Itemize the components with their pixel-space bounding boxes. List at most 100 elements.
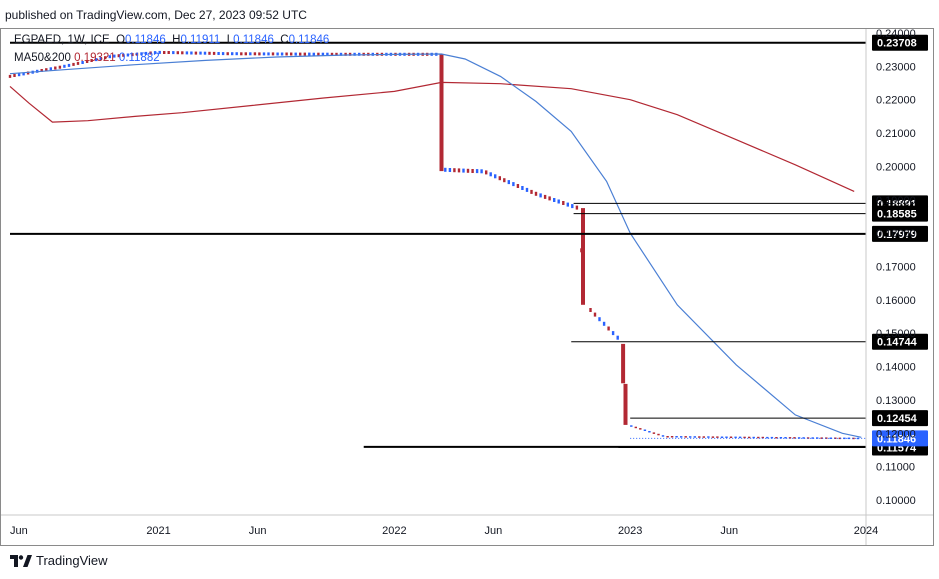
candle	[8, 74, 12, 78]
candle	[521, 186, 524, 190]
candle	[235, 52, 238, 56]
candle	[811, 437, 814, 439]
candle	[770, 436, 774, 439]
candle	[525, 187, 529, 192]
chart-frame	[0, 28, 934, 546]
close-label: C	[280, 34, 289, 46]
y-tick-label: 0.22000	[876, 95, 916, 107]
candle	[81, 61, 84, 64]
candle	[276, 52, 279, 56]
last-price-label: 0.11846	[877, 433, 916, 445]
y-tick-label: 0.12000	[876, 428, 916, 440]
candle	[158, 50, 161, 54]
candle	[294, 52, 297, 56]
candle	[317, 52, 320, 56]
candle	[212, 51, 216, 55]
candle	[843, 437, 846, 440]
candle	[353, 52, 356, 56]
symbol-legend[interactable]: EGPAED, 1W, ICE O0.11846 H0.11911 L0.118…	[14, 34, 329, 46]
ma-legend[interactable]: MA50&200 0.19321 0.11882	[14, 52, 160, 64]
symbol-label: EGPAED, 1W, ICE	[14, 34, 110, 46]
candle	[108, 55, 111, 59]
y-tick-label: 0.21000	[876, 128, 916, 140]
candle	[172, 51, 175, 55]
candle	[689, 436, 692, 438]
candle	[648, 431, 651, 433]
candle	[598, 317, 601, 322]
candle	[684, 436, 687, 438]
candle	[153, 51, 157, 55]
candle	[838, 437, 842, 440]
candle	[348, 52, 352, 56]
candle	[321, 52, 325, 56]
candle	[494, 174, 497, 179]
candle	[711, 436, 715, 438]
candle	[725, 436, 728, 438]
candle	[503, 178, 506, 183]
candle	[308, 52, 311, 56]
candle	[562, 201, 565, 205]
level-label: 0.17979	[877, 229, 917, 241]
candle	[475, 169, 479, 174]
candle	[761, 436, 764, 439]
candle	[267, 52, 270, 56]
candle	[512, 182, 515, 187]
candle	[290, 52, 293, 56]
high-label: H	[172, 34, 181, 46]
candle	[122, 53, 125, 57]
candle	[312, 52, 315, 56]
candle	[593, 312, 597, 317]
candle	[262, 52, 266, 56]
y-tick-label: 0.23000	[876, 61, 916, 73]
candle	[557, 199, 560, 204]
candle	[185, 51, 189, 55]
candle	[589, 308, 592, 312]
y-tick-label: 0.14000	[876, 362, 916, 374]
candle	[72, 62, 75, 66]
candle	[743, 436, 746, 439]
candle	[829, 437, 832, 439]
candle	[793, 437, 796, 439]
candle	[462, 168, 465, 173]
candle	[489, 172, 492, 177]
level-label: 0.23708	[877, 38, 917, 50]
candle	[748, 436, 751, 439]
candle	[757, 436, 760, 439]
y-tick-label: 0.11000	[876, 462, 915, 474]
ma50-line	[9, 53, 862, 438]
candle	[163, 51, 166, 54]
x-tick-label: 2023	[618, 525, 642, 537]
brand-footer[interactable]: TradingView	[10, 553, 108, 568]
level-label: 0.14744	[877, 337, 918, 349]
horizontal-levels: 0.237080.188910.185850.179790.147440.124…	[10, 34, 928, 456]
y-tick-label: 0.13000	[876, 395, 916, 407]
candle	[775, 437, 778, 439]
candle	[720, 436, 724, 438]
candle	[190, 51, 193, 55]
candle	[99, 57, 102, 61]
candle	[666, 436, 669, 438]
candle	[285, 52, 288, 56]
ma200-line	[9, 81, 855, 192]
y-tick-label: 0.19000	[876, 195, 916, 207]
level-label: 0.18585	[877, 209, 917, 221]
low-label: L	[226, 34, 234, 46]
y-tick-label: 0.10000	[876, 495, 916, 507]
candle	[602, 321, 606, 326]
candle	[271, 52, 275, 56]
candle	[54, 66, 57, 70]
candle	[176, 51, 179, 55]
candle	[17, 73, 21, 77]
y-tick-label: 0.17000	[876, 261, 916, 273]
candle	[326, 52, 329, 56]
candle	[788, 437, 792, 439]
level-label: 0.12454	[877, 413, 918, 425]
candle	[816, 437, 819, 439]
candle	[852, 437, 855, 440]
candle	[534, 191, 538, 196]
candle	[244, 52, 247, 56]
level-label-box	[872, 34, 928, 51]
close-value: 0.11846	[288, 34, 330, 46]
candle	[339, 52, 343, 56]
